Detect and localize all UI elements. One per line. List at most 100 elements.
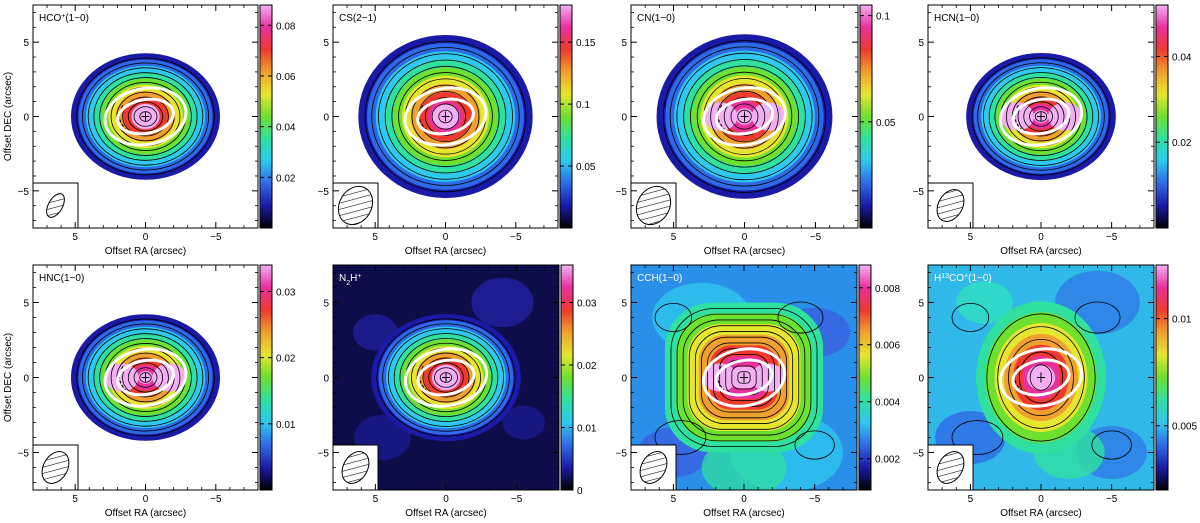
contour-line — [1018, 351, 1064, 404]
contour-line — [1029, 364, 1053, 391]
colorbar — [859, 4, 873, 229]
disk-ellipse — [116, 358, 175, 397]
contour-line — [707, 342, 781, 413]
x-tick-label: −5 — [809, 494, 821, 505]
contour-line — [76, 318, 215, 437]
y-tick-label: 5 — [323, 38, 329, 49]
x-tick-label: −5 — [210, 232, 222, 243]
y-tick-label: 5 — [621, 299, 627, 310]
dashed-contour — [717, 365, 725, 391]
x-axis-title: Offset RA (arcsec) — [405, 246, 487, 257]
panel-cn: 5 5 0 0 −5 −5 Offset RA (arcsec) CN(1−0) 0.1 0.05 — [616, 4, 896, 257]
y-tick-label: −5 — [913, 449, 925, 460]
disk-ellipse — [714, 97, 775, 136]
colorbar — [858, 264, 872, 491]
contour-line — [794, 430, 835, 460]
colorbar-tick-label: 0.008 — [875, 284, 900, 295]
y-tick-label: −5 — [18, 449, 30, 460]
disk-ellipse — [403, 347, 489, 408]
disk-ellipse — [403, 86, 488, 147]
y-tick-label: 5 — [621, 38, 627, 49]
colorbar-tick-label: 0.08 — [276, 21, 296, 32]
contour-line — [99, 77, 192, 156]
colorbar — [559, 4, 573, 229]
contour-line — [428, 362, 464, 393]
contour-line — [988, 72, 1094, 161]
x-tick-label: −5 — [210, 494, 222, 505]
contour-line — [133, 106, 158, 127]
contour-line — [127, 362, 164, 393]
contour-line — [434, 367, 458, 388]
contour-line — [977, 62, 1105, 171]
contour-line — [122, 357, 169, 398]
panel-h13co: 5 5 0 0 −5 −5 Offset RA (arcsec) H13CO+(1−0) 0.0… — [913, 264, 1197, 519]
colorbar-tick-label: 0.05 — [876, 118, 896, 129]
colorbar-tick-label: 0.15 — [576, 38, 596, 49]
panel-hco: 5 5 0 0 −5 −5 Offset RA (arcsec) Offset DEC (ar… — [3, 4, 296, 257]
contour-line — [376, 318, 516, 437]
dashed-contour — [418, 104, 427, 130]
disk-ellipse — [702, 86, 787, 147]
disk-ellipse — [103, 347, 188, 408]
x-tick-label: −5 — [1106, 494, 1118, 505]
contour-line — [694, 331, 794, 424]
y-axis-title: Offset DEC (arcsec) — [3, 333, 14, 422]
colorbar-tick-label: 0.1 — [576, 100, 590, 111]
x-tick-label: −5 — [510, 232, 522, 243]
disk-ellipse — [998, 86, 1084, 147]
contour-line — [398, 72, 493, 161]
noise-blob — [502, 405, 545, 440]
colorbar-tick-label: 0.05 — [576, 162, 596, 173]
y-tick-label: 5 — [918, 38, 924, 49]
y-tick-label: −5 — [318, 187, 330, 198]
molecule-label: CN(1−0) — [637, 13, 675, 24]
x-tick-label: 5 — [72, 494, 78, 505]
colorbar-tick-label: 0.04 — [276, 123, 296, 134]
contour-line — [994, 76, 1088, 157]
x-axis-title: Offset RA (arcsec) — [704, 246, 786, 257]
x-tick-label: 0 — [143, 494, 149, 505]
dashed-contour — [118, 104, 127, 130]
panel-hnc: 5 5 0 0 −5 −5 Offset RA (arcsec) Offset DEC (ar… — [3, 264, 296, 519]
x-tick-label: 0 — [443, 232, 449, 243]
panel-cs: 5 5 0 0 −5 −5 Offset RA (arcsec) CS(2−1) 0.15 0.1… — [318, 4, 596, 257]
y-tick-label: −5 — [616, 187, 628, 198]
x-axis-title: Offset RA (arcsec) — [405, 508, 487, 519]
x-tick-label: −5 — [810, 232, 822, 243]
contour-line — [431, 103, 460, 130]
colorbar-tick-label: 0.01 — [577, 424, 597, 435]
map-hco — [33, 5, 258, 228]
panel-n2h: 5 5 0 0 −5 −5 Offset RA (arcsec) N2H+ 0.03 0.02 0.… — [318, 264, 597, 519]
y-tick-label: −5 — [616, 449, 628, 460]
molecule-label: CCH(1−0) — [637, 273, 682, 284]
contour-line — [719, 354, 769, 401]
contour-line — [1023, 101, 1059, 132]
beam-ellipse — [635, 185, 672, 226]
contour-line — [391, 65, 500, 168]
colorbar-tick-label: 0.02 — [276, 354, 296, 365]
contour-line — [971, 57, 1111, 176]
x-tick-label: 5 — [671, 232, 677, 243]
x-tick-label: 0 — [1038, 232, 1044, 243]
colorbar-tick-label: 0.02 — [1172, 138, 1192, 149]
y-tick-label: 0 — [323, 113, 329, 124]
x-tick-label: 5 — [72, 232, 78, 243]
disk-ellipse — [416, 358, 476, 397]
x-tick-label: 5 — [372, 232, 378, 243]
contour-line — [737, 371, 751, 384]
colorbar-tick-label: 0.006 — [875, 341, 900, 352]
beam-ellipse — [936, 189, 965, 222]
y-tick-label: −5 — [318, 449, 330, 460]
noise-blob — [471, 277, 534, 328]
contour-line — [99, 338, 192, 417]
colorbar-tick-label: 0 — [577, 486, 583, 497]
disk-ellipse — [1011, 97, 1071, 136]
x-tick-label: 0 — [742, 232, 748, 243]
contour-line — [654, 302, 693, 333]
beam-ellipse — [41, 451, 70, 484]
molecule-label: CS(2−1) — [339, 13, 377, 24]
dashed-contour — [1014, 365, 1022, 391]
disk-ellipse — [116, 97, 175, 136]
contour-line — [688, 325, 800, 430]
contour-line — [82, 323, 209, 432]
